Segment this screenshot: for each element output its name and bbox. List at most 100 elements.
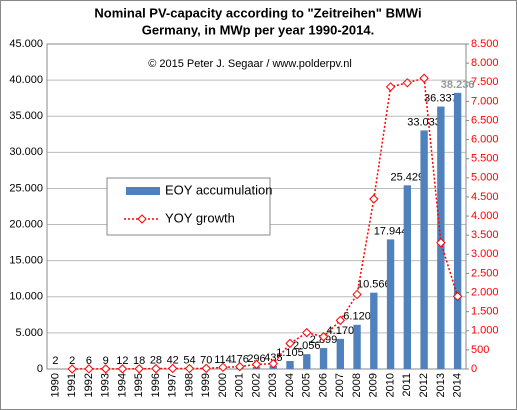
y2-tick-label: 5.000 xyxy=(471,172,499,184)
line-marker xyxy=(369,194,379,204)
y-tick-label: 5.000 xyxy=(15,327,43,339)
legend-label: EOY accumulation xyxy=(165,182,272,197)
x-tick-label: 2002 xyxy=(250,373,262,397)
bar xyxy=(370,292,378,369)
y2-tick-label: 1.500 xyxy=(471,306,499,318)
y-tick-label: 40.000 xyxy=(9,74,43,86)
bar-value-label: 25.429 xyxy=(391,171,425,183)
line-marker xyxy=(385,82,396,92)
bar-value-label: 28 xyxy=(150,355,162,367)
bar xyxy=(403,185,412,369)
bar-value-label: 1.105 xyxy=(276,347,304,359)
y2-tick-label: 7.000 xyxy=(471,95,499,107)
legend-swatch xyxy=(126,187,160,195)
x-tick-label: 2010 xyxy=(384,373,396,397)
line-marker xyxy=(251,359,262,370)
bar-value-label: 18 xyxy=(133,355,145,367)
x-tick-label: 2000 xyxy=(217,373,229,397)
bar xyxy=(420,130,428,369)
y-tick-label: 25.000 xyxy=(9,182,43,194)
y2-tick-label: 1.000 xyxy=(471,325,499,337)
chart-title: Nominal PV-capacity according to "Zeitre… xyxy=(94,5,421,20)
line-marker xyxy=(235,361,245,372)
y2-tick-label: 2.000 xyxy=(471,286,499,298)
bar-value-label: 9 xyxy=(103,355,109,367)
bar-value-label: 42 xyxy=(167,355,179,367)
x-tick-label: 2008 xyxy=(351,373,363,397)
y-tick-label: 15.000 xyxy=(9,255,43,267)
x-tick-label: 1994 xyxy=(116,373,128,397)
x-tick-label: 2014 xyxy=(452,373,464,397)
y-tick-label: 35.000 xyxy=(9,110,43,122)
y2-tick-label: 8.000 xyxy=(471,57,499,69)
line-marker xyxy=(134,364,144,374)
x-tick-label: 1992 xyxy=(83,373,95,397)
x-tick-label: 1998 xyxy=(183,373,195,397)
x-tick-label: 2005 xyxy=(301,373,313,397)
bar-value-label: 70 xyxy=(200,354,212,366)
x-tick-label: 2011 xyxy=(401,373,413,397)
y2-tick-label: 3.500 xyxy=(471,229,499,241)
bar xyxy=(386,239,395,369)
bar-value-label: 33.033 xyxy=(407,116,441,128)
y-tick-label: 10.000 xyxy=(9,291,43,303)
x-tick-label: 2007 xyxy=(334,373,346,397)
bar-value-label: 435 xyxy=(264,352,282,364)
line-marker xyxy=(184,363,195,374)
x-tick-label: 2012 xyxy=(418,373,430,397)
bar xyxy=(319,348,328,369)
x-tick-label: 1995 xyxy=(133,373,145,397)
y2-tick-label: 0 xyxy=(471,363,477,375)
x-tick-label: 2003 xyxy=(267,373,279,397)
line-marker xyxy=(352,289,362,300)
line-marker xyxy=(201,363,211,374)
bar-value-label: 4.170 xyxy=(327,325,355,337)
line-marker xyxy=(302,327,312,338)
line-marker xyxy=(84,364,94,374)
bar-value-label: 10.566 xyxy=(357,279,391,291)
line-marker xyxy=(318,332,329,342)
line-marker xyxy=(419,73,429,83)
y2-tick-label: 7.500 xyxy=(471,76,499,88)
bar-value-label: 176 xyxy=(231,354,249,366)
y2-tick-label: 2.500 xyxy=(471,267,499,279)
legend-box xyxy=(106,177,271,236)
y2-tick-label: 8.500 xyxy=(471,38,499,50)
y2-tick-label: 3.000 xyxy=(471,248,499,260)
legend-label: YOY growth xyxy=(165,210,235,225)
line-marker xyxy=(335,315,346,326)
y-tick-label: 45.000 xyxy=(9,38,43,50)
line-marker xyxy=(218,362,228,373)
x-tick-label: 1991 xyxy=(66,373,78,397)
x-tick-label: 1993 xyxy=(100,373,112,397)
x-tick-label: 2006 xyxy=(317,373,329,397)
y-tick-label: 0 xyxy=(37,363,43,375)
y2-tick-label: 6.500 xyxy=(471,114,499,126)
bar xyxy=(353,324,361,369)
bar-value-label: 6 xyxy=(86,355,92,367)
line-marker xyxy=(167,363,178,374)
x-tick-label: 2009 xyxy=(368,373,380,397)
x-tick-label: 1990 xyxy=(49,373,61,397)
bar xyxy=(286,361,294,369)
line-marker xyxy=(100,364,111,374)
x-tick-label: 1996 xyxy=(150,373,162,397)
y2-tick-label: 500 xyxy=(471,344,489,356)
bar xyxy=(453,92,462,370)
y2-tick-label: 4.000 xyxy=(471,210,499,222)
bar-value-label: 2 xyxy=(69,355,75,367)
legend-marker xyxy=(137,214,147,224)
y2-tick-label: 4.500 xyxy=(471,191,499,203)
y-tick-label: 20.000 xyxy=(9,218,43,230)
x-tick-label: 2013 xyxy=(435,373,447,397)
bar-value-label: 36.337 xyxy=(424,92,458,104)
line-marker xyxy=(117,364,128,374)
y2-tick-label: 5.500 xyxy=(471,153,499,165)
x-tick-label: 1997 xyxy=(167,373,179,397)
bar-value-label: 54 xyxy=(183,355,195,367)
bar-value-label: 12 xyxy=(116,355,128,367)
bar-value-label: 2.056 xyxy=(293,340,321,352)
bar-value-label: 114 xyxy=(214,354,232,366)
y-tick-label: 30.000 xyxy=(9,146,43,158)
